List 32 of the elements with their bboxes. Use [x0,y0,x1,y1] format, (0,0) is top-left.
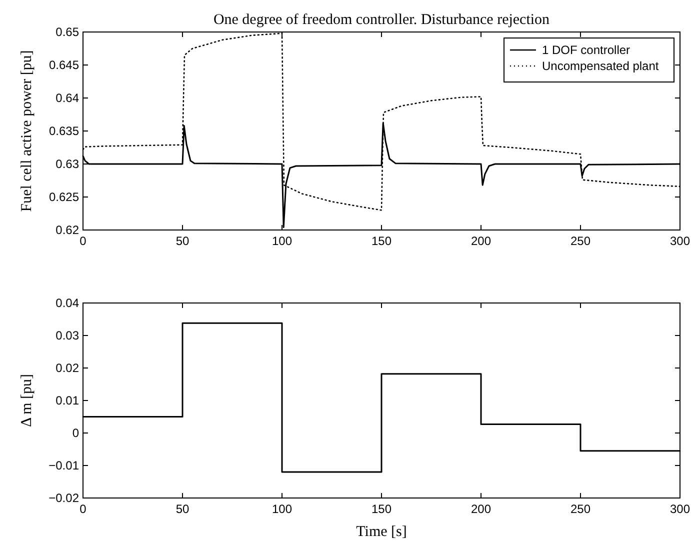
y-tick-label: 0.03 [56,328,80,342]
legend-label: Uncompensated plant [542,59,660,73]
x-tick-label: 150 [371,502,392,516]
chart-title: One degree of freedom controller. Disturbance rejection [213,12,550,28]
x-tick-label: 200 [470,502,492,516]
x-axis-title: Time [s] [356,524,407,540]
y-tick-label: 0.04 [56,296,80,310]
x-tick-label: 200 [470,234,492,248]
x-tick-label: 50 [176,502,190,516]
y-axis-title: Fuel cell active power [pu] [19,50,35,212]
y-tick-label: 0.64 [56,91,80,105]
y-tick-label: 0.01 [56,394,80,408]
y-tick-label: 0.02 [56,361,80,375]
y-axis-title: Δ m [pu] [19,374,35,427]
y-tick-label: −0.01 [48,458,80,472]
x-tick-label: 50 [176,234,190,248]
y-tick-label: 0.625 [48,190,80,204]
x-tick-label: 150 [371,234,392,248]
legend-label: 1 DOF controller [542,43,630,57]
y-tick-label: 0.62 [56,223,80,237]
y-tick-label: 0.63 [56,157,80,171]
x-tick-label: 100 [272,234,292,248]
y-tick-label: −0.02 [48,491,80,505]
x-tick-label: 250 [570,234,591,248]
y-tick-label: 0 [72,426,80,440]
y-tick-label: 0.65 [56,25,80,39]
x-tick-label: 100 [272,502,292,516]
y-tick-label: 0.645 [48,58,80,72]
y-tick-label: 0.635 [48,124,80,138]
x-tick-label: 300 [670,502,690,516]
x-tick-label: 300 [670,234,690,248]
x-tick-label: 250 [570,502,591,516]
